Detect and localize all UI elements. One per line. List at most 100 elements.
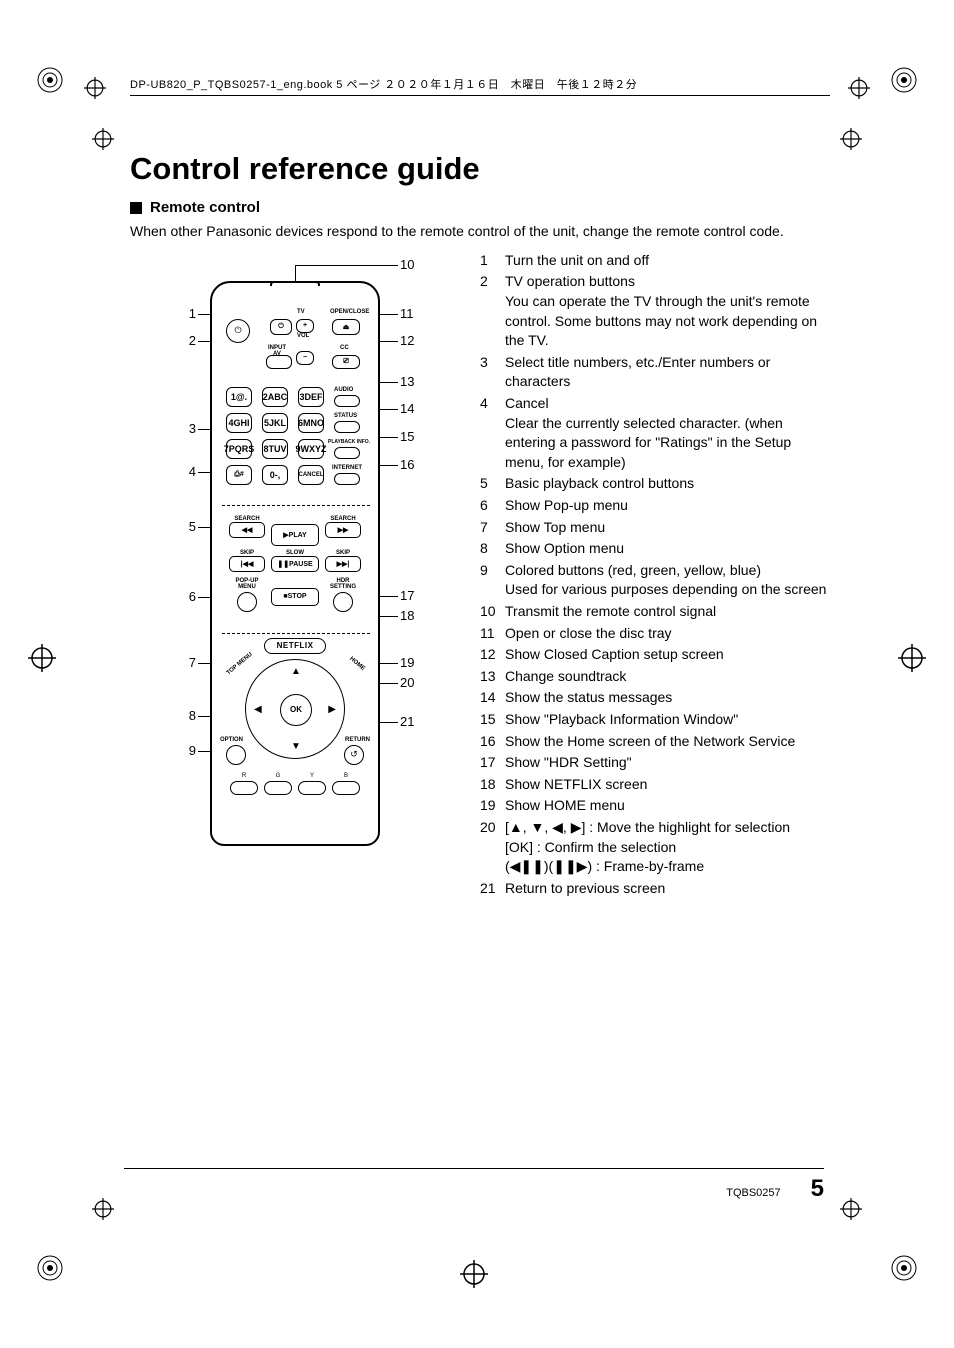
callout-number: 9: [180, 743, 196, 758]
list-item-line: Turn the unit on and off: [505, 251, 830, 271]
list-item-line: Open or close the disc tray: [505, 624, 830, 644]
list-item-number: 14: [480, 688, 505, 708]
list-item-number: 9: [480, 561, 505, 600]
list-item-number: 1: [480, 251, 505, 271]
list-item-line: Colored buttons (red, green, yellow, blu…: [505, 561, 830, 581]
color-label: G: [264, 773, 292, 779]
list-item-body: Show HOME menu: [505, 796, 830, 816]
list-item-body: Basic playback control buttons: [505, 474, 830, 494]
list-item: 4CancelClear the currently selected char…: [480, 394, 830, 472]
list-item-number: 15: [480, 710, 505, 730]
callout-number: 14: [400, 401, 414, 416]
list-item: 5Basic playback control buttons: [480, 474, 830, 494]
list-item-number: 5: [480, 474, 505, 494]
list-item-line: (◀❚❚)(❚❚▶) : Frame-by-frame: [505, 857, 830, 877]
key-hash: ⎙#: [226, 465, 252, 485]
callout-number: 19: [400, 655, 414, 670]
list-item: 16Show the Home screen of the Network Se…: [480, 732, 830, 752]
callout-number: 3: [180, 421, 196, 436]
internet-label: INTERNET: [332, 465, 362, 471]
list-item: 19Show HOME menu: [480, 796, 830, 816]
list-item: 13Change soundtrack: [480, 667, 830, 687]
remote-diagram: 123456789 101112131415161718192021 TV OP…: [130, 251, 460, 861]
crosshair-icon: [840, 128, 862, 150]
search-rev-button-icon: ◀◀: [229, 522, 265, 538]
list-item-number: 4: [480, 394, 505, 472]
option-label: OPTION: [220, 737, 243, 743]
intro-text: When other Panasonic devices respond to …: [130, 222, 830, 241]
list-item: 7Show Top menu: [480, 518, 830, 538]
list-item-number: 3: [480, 353, 505, 392]
ok-button-icon: OK: [280, 694, 312, 726]
color-red-button-icon: [230, 781, 258, 795]
audio-label: AUDIO: [334, 387, 353, 393]
search-fwd-button-icon: ▶▶: [325, 522, 361, 538]
list-item: 1Turn the unit on and off: [480, 251, 830, 271]
list-item-line: Change soundtrack: [505, 667, 830, 687]
list-item-body: Transmit the remote control signal: [505, 602, 830, 622]
list-item-body: Colored buttons (red, green, yellow, blu…: [505, 561, 830, 600]
page-footer: TQBS0257 5: [124, 1168, 824, 1203]
callout-number: 16: [400, 457, 414, 472]
list-item-number: 11: [480, 624, 505, 644]
list-item-line: Cancel: [505, 394, 830, 414]
crosshair-icon: [898, 644, 926, 672]
crosshair-icon: [92, 1198, 114, 1220]
callout-number: 17: [400, 588, 414, 603]
tv-label: TV: [297, 309, 305, 315]
callout-line: [295, 265, 398, 266]
list-item-body: [▲, ▼, ◀, ▶] : Move the highlight for se…: [505, 818, 830, 877]
list-item: 3Select title numbers, etc./Enter number…: [480, 353, 830, 392]
list-item-number: 8: [480, 539, 505, 559]
list-item-body: Show "HDR Setting": [505, 753, 830, 773]
list-item: 2TV operation buttonsYou can operate the…: [480, 272, 830, 350]
list-item-line: Basic playback control buttons: [505, 474, 830, 494]
playback-info-button-icon: [334, 447, 360, 459]
callout-number: 21: [400, 714, 414, 729]
list-item-line: TV operation buttons: [505, 272, 830, 292]
hdr-setting-button-icon: [333, 592, 353, 612]
list-item-number: 16: [480, 732, 505, 752]
page-number: 5: [811, 1175, 824, 1203]
callout-number: 12: [400, 333, 414, 348]
list-item-line: Show the status messages: [505, 688, 830, 708]
subtitle: Remote control: [150, 199, 260, 216]
key-7: 7PQRS: [226, 439, 252, 459]
play-button-icon: ▶PLAY: [271, 524, 319, 546]
list-item-body: Open or close the disc tray: [505, 624, 830, 644]
list-item-number: 12: [480, 645, 505, 665]
list-item-line: Select title numbers, etc./Enter numbers…: [505, 353, 830, 392]
dpad: ▲ ▼ ◀ ▶ OK: [245, 659, 345, 759]
list-item-body: Show Top menu: [505, 518, 830, 538]
skip-prev-button-icon: |◀◀: [229, 556, 265, 572]
list-item-line: Show Pop-up menu: [505, 496, 830, 516]
list-item: 6Show Pop-up menu: [480, 496, 830, 516]
list-item-line: Show Closed Caption setup screen: [505, 645, 830, 665]
callout-number: 1: [180, 306, 196, 321]
list-item-body: Select title numbers, etc./Enter numbers…: [505, 353, 830, 392]
crosshair-icon: [28, 644, 56, 672]
cc-button-icon: ⎚: [332, 355, 360, 369]
color-label: R: [230, 773, 258, 779]
list-item-number: 18: [480, 775, 505, 795]
square-bullet-icon: [130, 202, 142, 214]
list-item-line: Show "HDR Setting": [505, 753, 830, 773]
list-item-body: Show "Playback Information Window": [505, 710, 830, 730]
list-item: 15Show "Playback Information Window": [480, 710, 830, 730]
list-item-body: Show NETFLIX screen: [505, 775, 830, 795]
list-item-line: Transmit the remote control signal: [505, 602, 830, 622]
list-item-number: 17: [480, 753, 505, 773]
skip-next-button-icon: ▶▶|: [325, 556, 361, 572]
subtitle-row: Remote control: [130, 199, 830, 216]
status-label: STATUS: [334, 413, 357, 419]
key-8: 8TUV: [262, 439, 288, 459]
list-item-line: Return to previous screen: [505, 879, 830, 899]
callout-number: 6: [180, 589, 196, 604]
callout-number: 20: [400, 675, 414, 690]
list-item-number: 19: [480, 796, 505, 816]
crosshair-icon: [460, 1260, 488, 1288]
list-item-body: Change soundtrack: [505, 667, 830, 687]
reg-mark-icon: [36, 66, 64, 94]
key-9: 9WXYZ: [298, 439, 324, 459]
callout-number: 5: [180, 519, 196, 534]
